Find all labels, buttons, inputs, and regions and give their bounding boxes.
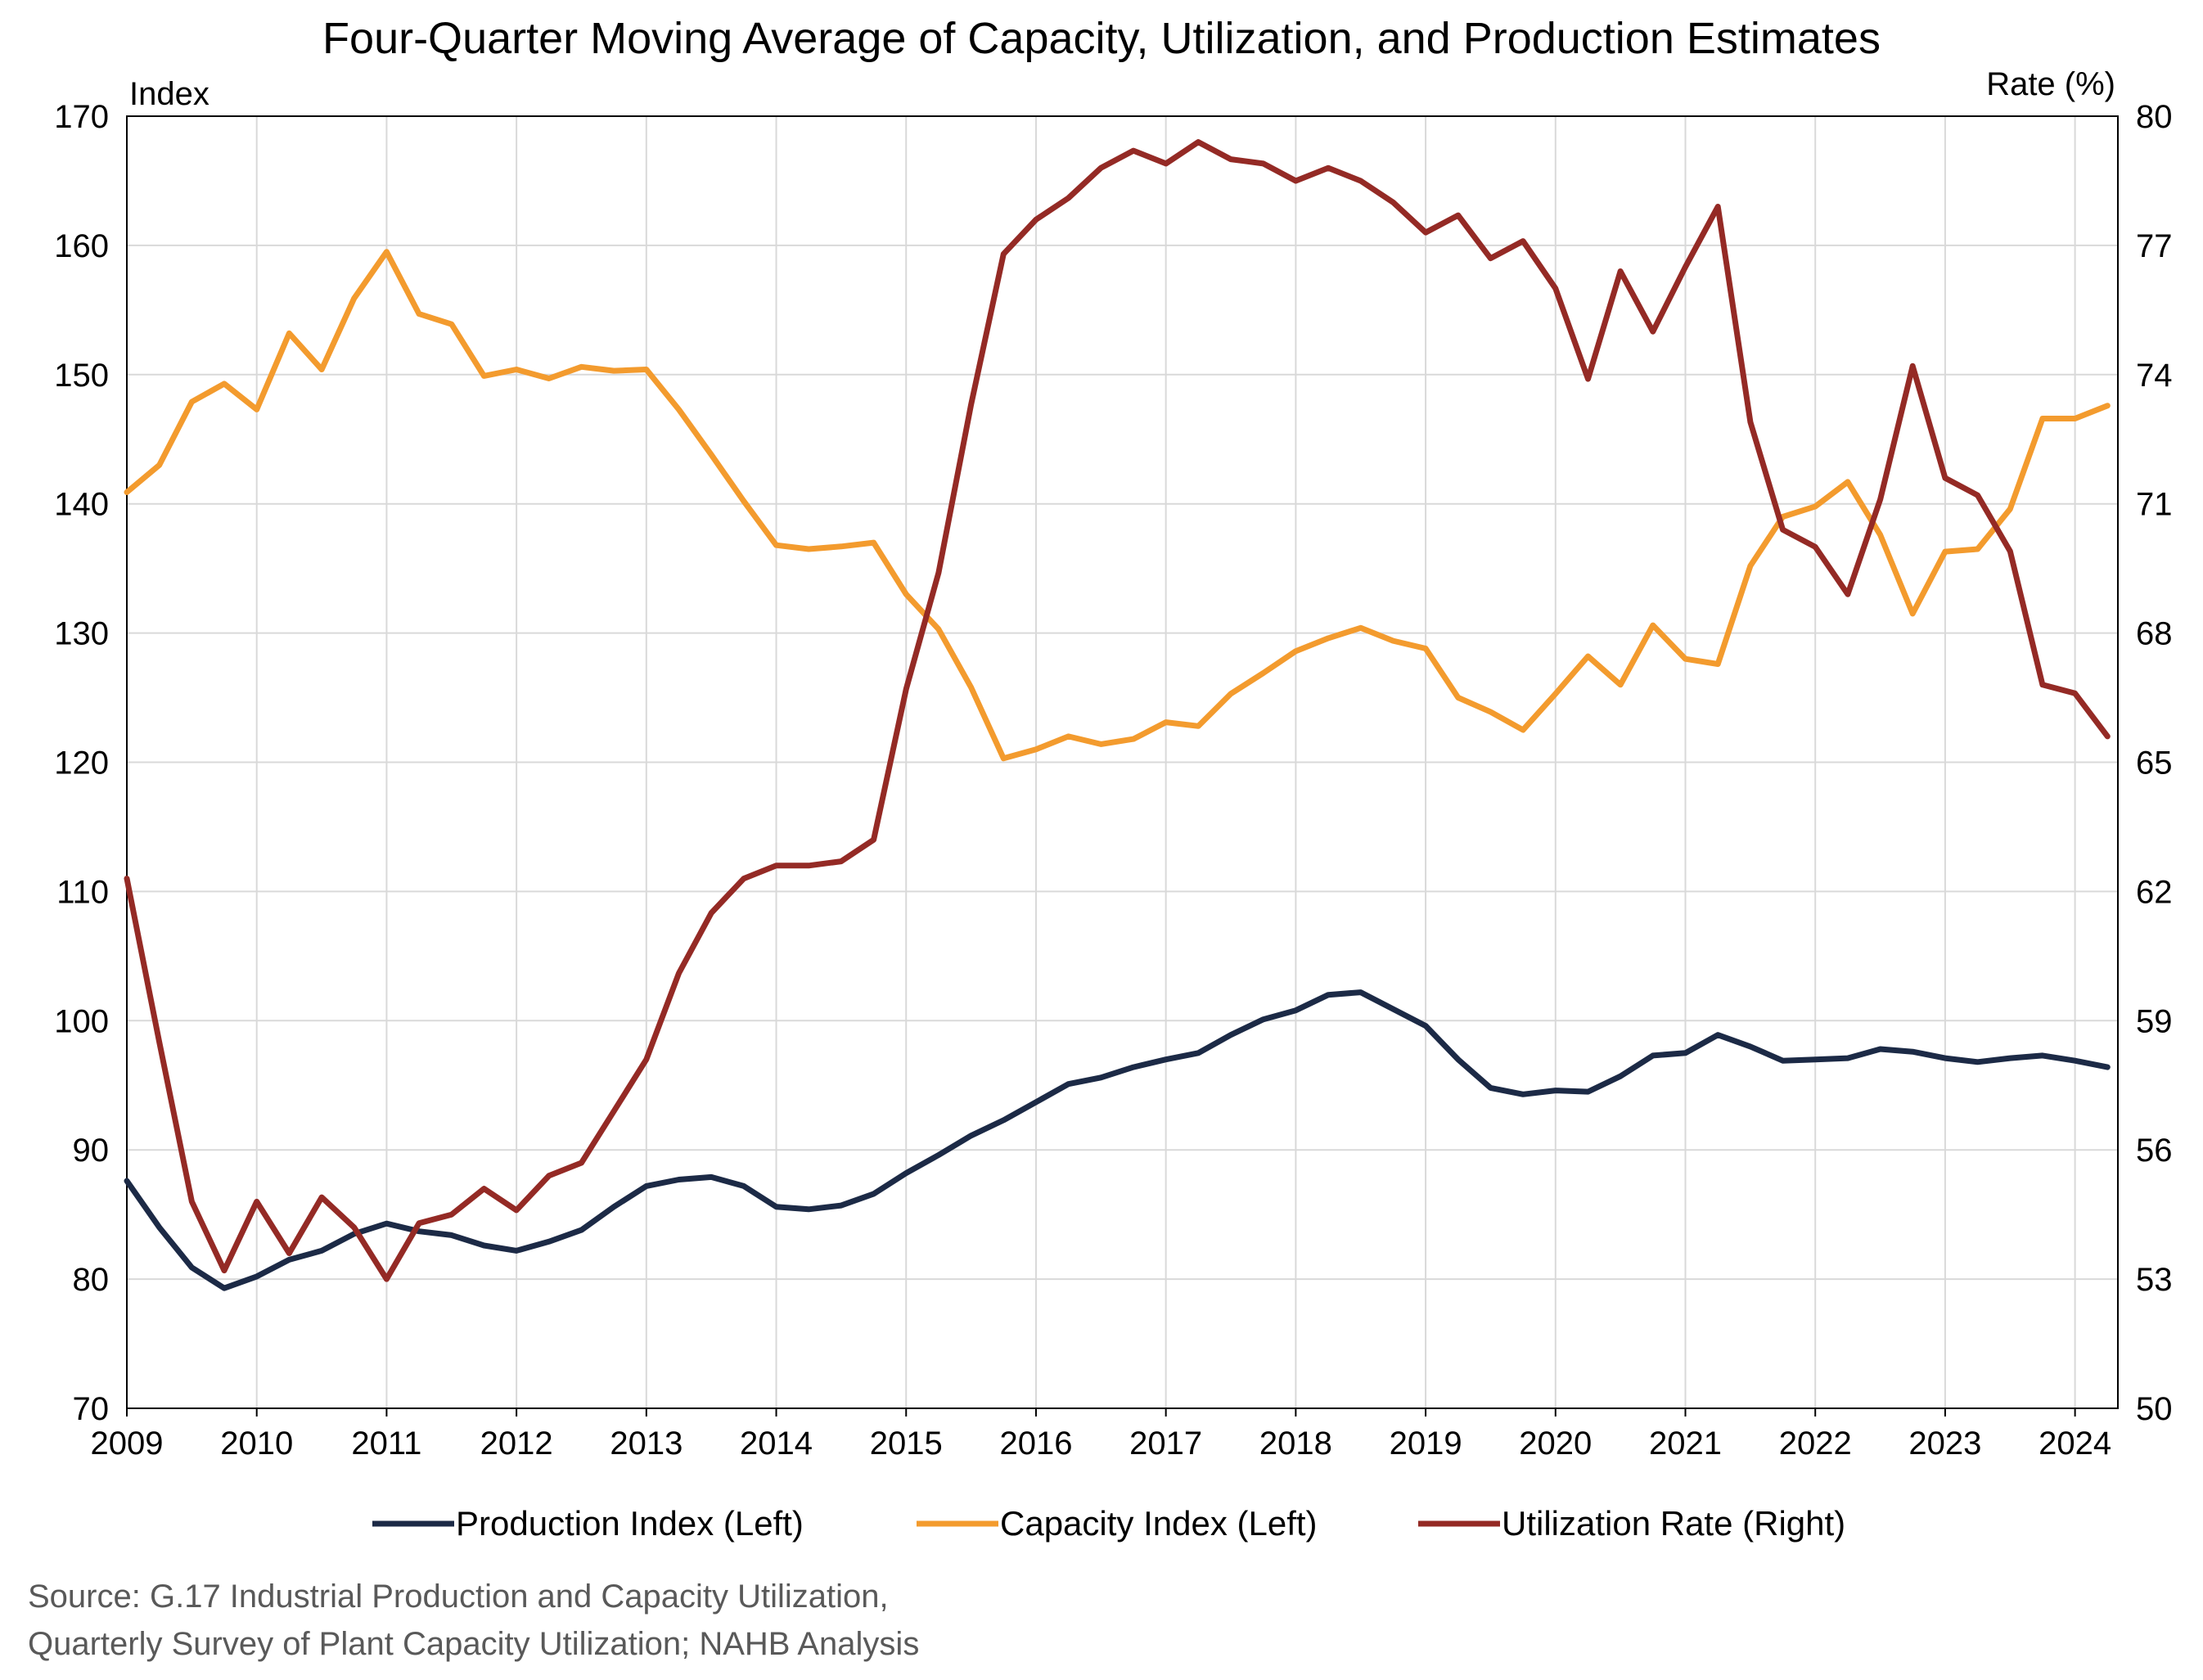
y-left-unit-label: Index	[129, 76, 209, 112]
y-left-tick-label: 110	[56, 874, 109, 910]
x-tick-label: 2015	[870, 1426, 943, 1462]
x-tick-label: 2022	[1779, 1426, 1852, 1462]
series-line-0	[124, 989, 2111, 1291]
x-tick-label: 2011	[351, 1426, 421, 1462]
y-left-tick-label: 80	[73, 1262, 110, 1298]
x-tick-label: 2016	[999, 1426, 1072, 1462]
y-left-tick-label: 150	[54, 358, 109, 394]
x-tick-label: 2020	[1519, 1426, 1592, 1462]
y-left-tick-label: 160	[54, 228, 109, 264]
y-left-tick-label: 130	[54, 616, 109, 652]
y-left-tick-label: 120	[54, 745, 109, 781]
series-line-1	[124, 249, 2111, 762]
legend-label-2: Utilization Rate (Right)	[1502, 1504, 1845, 1543]
y-left-tick-label: 140	[54, 487, 109, 523]
y-right-tick-label: 77	[2136, 228, 2173, 264]
y-right-unit-label: Rate (%)	[1986, 66, 2115, 102]
y-right-tick-label: 59	[2136, 1003, 2173, 1039]
legend-label-0: Production Index (Left)	[456, 1504, 804, 1543]
series-line-2	[124, 139, 2111, 1282]
y-right-tick-label: 68	[2136, 616, 2173, 652]
y-right-tick-label: 71	[2136, 487, 2173, 523]
x-tick-label: 2023	[1908, 1426, 1981, 1462]
y-right-tick-label: 74	[2136, 358, 2173, 394]
legend: Production Index (Left) Capacity Index (L…	[372, 1504, 1845, 1543]
tick-labels: 70 50 80 53 90 56 100 59 110 62 120 65 130 68 140 71 150…	[54, 99, 2172, 1462]
x-tick-label: 2012	[480, 1426, 553, 1462]
chart-title: Four-Quarter Moving Average of Capacity,…	[322, 14, 1881, 63]
x-tick-label: 2010	[220, 1426, 293, 1462]
source-note: Source: G.17 Industrial Production and C…	[28, 1573, 919, 1668]
x-tick-label: 2019	[1390, 1426, 1462, 1462]
gridlines	[126, 115, 2118, 1409]
series-group	[124, 139, 2111, 1291]
y-left-tick-label: 90	[73, 1133, 110, 1169]
x-tick-label: 2009	[91, 1426, 164, 1462]
x-tick-label: 2024	[2039, 1426, 2111, 1462]
source-line-1: Source: G.17 Industrial Production and C…	[28, 1579, 889, 1615]
y-left-tick-label: 170	[54, 99, 109, 135]
source-line-2: Quarterly Survey of Plant Capacity Utili…	[28, 1626, 920, 1662]
y-right-tick-label: 56	[2136, 1133, 2173, 1169]
y-left-tick-label: 70	[73, 1391, 110, 1427]
x-tick-label: 2021	[1649, 1426, 1722, 1462]
x-tick-label: 2014	[740, 1426, 813, 1462]
plot-border	[126, 115, 2119, 1409]
y-right-tick-label: 50	[2136, 1391, 2173, 1427]
y-right-tick-label: 65	[2136, 745, 2173, 781]
legend-label-1: Capacity Index (Left)	[1000, 1504, 1318, 1543]
x-tick-label: 2017	[1129, 1426, 1202, 1462]
x-tick-label: 2018	[1259, 1426, 1332, 1462]
y-left-tick-label: 100	[54, 1003, 109, 1039]
y-right-tick-label: 53	[2136, 1262, 2173, 1298]
y-right-tick-label: 62	[2136, 874, 2173, 910]
x-tick-label: 2013	[610, 1426, 683, 1462]
y-right-tick-label: 80	[2136, 99, 2173, 135]
